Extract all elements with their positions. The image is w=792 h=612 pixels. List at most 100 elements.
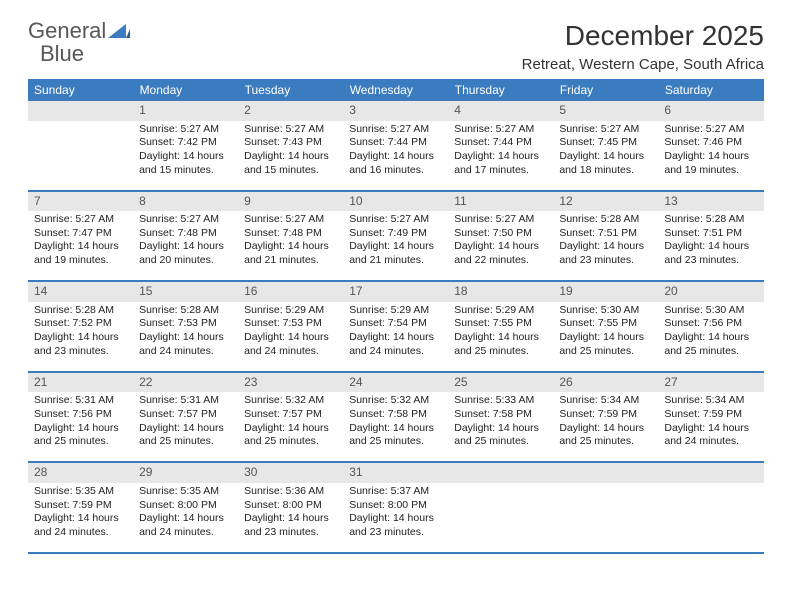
day-number-cell xyxy=(448,462,553,483)
day-content-cell: Sunrise: 5:31 AMSunset: 7:57 PMDaylight:… xyxy=(133,392,238,462)
day-info-line: Sunrise: 5:35 AM xyxy=(139,485,232,499)
day-info-line: Daylight: 14 hours xyxy=(139,150,232,164)
day-info-line: and 23 minutes. xyxy=(664,254,757,268)
day-content-cell: Sunrise: 5:35 AMSunset: 8:00 PMDaylight:… xyxy=(133,483,238,553)
day-info-line: Daylight: 14 hours xyxy=(244,150,337,164)
calendar-table: Sunday Monday Tuesday Wednesday Thursday… xyxy=(28,79,764,554)
month-title: December 2025 xyxy=(522,20,764,52)
day-number-cell: 18 xyxy=(448,281,553,302)
day-info-line: Sunrise: 5:29 AM xyxy=(349,304,442,318)
day-number-cell: 8 xyxy=(133,191,238,212)
day-content-cell xyxy=(448,483,553,553)
day-info-line: Sunrise: 5:30 AM xyxy=(664,304,757,318)
day-info-line: Sunset: 7:49 PM xyxy=(349,227,442,241)
day-info-line: Sunset: 7:48 PM xyxy=(139,227,232,241)
day-number-cell: 31 xyxy=(343,462,448,483)
logo-sail-icon xyxy=(108,24,130,38)
day-info-line: Sunset: 8:00 PM xyxy=(244,499,337,513)
day-info-line: Sunset: 7:44 PM xyxy=(349,136,442,150)
day-info-line: and 25 minutes. xyxy=(244,435,337,449)
day-info-line: Sunrise: 5:27 AM xyxy=(139,213,232,227)
day-info-line: Daylight: 14 hours xyxy=(139,331,232,345)
day-info-line: Daylight: 14 hours xyxy=(559,422,652,436)
day-content-cell: Sunrise: 5:28 AMSunset: 7:52 PMDaylight:… xyxy=(28,302,133,372)
day-content-cell: Sunrise: 5:33 AMSunset: 7:58 PMDaylight:… xyxy=(448,392,553,462)
day-content-cell: Sunrise: 5:29 AMSunset: 7:55 PMDaylight:… xyxy=(448,302,553,372)
day-content-cell: Sunrise: 5:28 AMSunset: 7:51 PMDaylight:… xyxy=(553,211,658,281)
day-info-line: and 25 minutes. xyxy=(454,345,547,359)
day-info-line: Sunrise: 5:27 AM xyxy=(559,123,652,137)
day-info-line: and 19 minutes. xyxy=(664,164,757,178)
day-number-cell: 10 xyxy=(343,191,448,212)
day-number-cell: 30 xyxy=(238,462,343,483)
day-info-line: and 24 minutes. xyxy=(34,526,127,540)
day-info-line: Sunrise: 5:27 AM xyxy=(454,123,547,137)
header-row: General Blue December 2025 Retreat, West… xyxy=(28,20,764,79)
day-content-cell: Sunrise: 5:28 AMSunset: 7:53 PMDaylight:… xyxy=(133,302,238,372)
calendar-body: 123456Sunrise: 5:27 AMSunset: 7:42 PMDay… xyxy=(28,101,764,553)
day-number-cell: 7 xyxy=(28,191,133,212)
day-content-cell: Sunrise: 5:27 AMSunset: 7:48 PMDaylight:… xyxy=(133,211,238,281)
day-content-cell xyxy=(658,483,763,553)
day-info-line: Sunrise: 5:35 AM xyxy=(34,485,127,499)
day-content-row: Sunrise: 5:27 AMSunset: 7:47 PMDaylight:… xyxy=(28,211,764,281)
day-info-line: and 25 minutes. xyxy=(349,435,442,449)
day-info-line: Daylight: 14 hours xyxy=(34,240,127,254)
day-info-line: Sunset: 7:51 PM xyxy=(559,227,652,241)
day-info-line: Sunset: 8:00 PM xyxy=(349,499,442,513)
day-info-line: and 25 minutes. xyxy=(664,345,757,359)
day-number-cell: 16 xyxy=(238,281,343,302)
day-info-line: Daylight: 14 hours xyxy=(139,512,232,526)
day-info-line: Sunrise: 5:28 AM xyxy=(34,304,127,318)
day-content-cell: Sunrise: 5:27 AMSunset: 7:48 PMDaylight:… xyxy=(238,211,343,281)
day-number-cell: 2 xyxy=(238,101,343,121)
day-info-line: Sunrise: 5:30 AM xyxy=(559,304,652,318)
day-info-line: and 23 minutes. xyxy=(34,345,127,359)
day-content-cell: Sunrise: 5:27 AMSunset: 7:50 PMDaylight:… xyxy=(448,211,553,281)
day-info-line: Daylight: 14 hours xyxy=(34,331,127,345)
day-number-cell: 29 xyxy=(133,462,238,483)
day-info-line: Sunrise: 5:28 AM xyxy=(139,304,232,318)
day-info-line: Sunrise: 5:27 AM xyxy=(244,123,337,137)
day-info-line: Daylight: 14 hours xyxy=(454,331,547,345)
day-info-line: and 21 minutes. xyxy=(349,254,442,268)
day-info-line: Daylight: 14 hours xyxy=(349,422,442,436)
day-info-line: Daylight: 14 hours xyxy=(664,240,757,254)
day-info-line: Sunrise: 5:34 AM xyxy=(559,394,652,408)
day-info-line: Sunset: 7:54 PM xyxy=(349,317,442,331)
weekday-header: Wednesday xyxy=(343,79,448,101)
day-info-line: Sunrise: 5:28 AM xyxy=(559,213,652,227)
day-info-line: Sunrise: 5:32 AM xyxy=(349,394,442,408)
day-info-line: Sunrise: 5:27 AM xyxy=(139,123,232,137)
day-number-cell: 5 xyxy=(553,101,658,121)
day-number-cell xyxy=(658,462,763,483)
day-content-cell: Sunrise: 5:30 AMSunset: 7:56 PMDaylight:… xyxy=(658,302,763,372)
day-info-line: Sunrise: 5:34 AM xyxy=(664,394,757,408)
day-info-line: Sunset: 7:50 PM xyxy=(454,227,547,241)
logo-text-wrap: General Blue xyxy=(28,20,130,66)
day-info-line: Sunset: 7:47 PM xyxy=(34,227,127,241)
day-info-line: and 24 minutes. xyxy=(139,526,232,540)
day-content-cell: Sunrise: 5:27 AMSunset: 7:43 PMDaylight:… xyxy=(238,121,343,191)
day-content-cell: Sunrise: 5:29 AMSunset: 7:54 PMDaylight:… xyxy=(343,302,448,372)
day-number-cell: 20 xyxy=(658,281,763,302)
day-number-cell: 25 xyxy=(448,372,553,393)
day-content-cell: Sunrise: 5:34 AMSunset: 7:59 PMDaylight:… xyxy=(553,392,658,462)
day-info-line: Daylight: 14 hours xyxy=(664,150,757,164)
day-info-line: Daylight: 14 hours xyxy=(34,512,127,526)
day-info-line: Sunrise: 5:31 AM xyxy=(34,394,127,408)
day-content-cell: Sunrise: 5:36 AMSunset: 8:00 PMDaylight:… xyxy=(238,483,343,553)
day-info-line: Sunrise: 5:28 AM xyxy=(664,213,757,227)
day-info-line: Sunset: 7:59 PM xyxy=(664,408,757,422)
day-info-line: Daylight: 14 hours xyxy=(664,331,757,345)
day-info-line: Sunrise: 5:27 AM xyxy=(349,123,442,137)
day-number-cell: 28 xyxy=(28,462,133,483)
day-info-line: and 25 minutes. xyxy=(139,435,232,449)
day-info-line: Daylight: 14 hours xyxy=(244,331,337,345)
day-content-cell: Sunrise: 5:28 AMSunset: 7:51 PMDaylight:… xyxy=(658,211,763,281)
day-info-line: Sunrise: 5:32 AM xyxy=(244,394,337,408)
day-info-line: Sunset: 7:58 PM xyxy=(349,408,442,422)
day-info-line: Sunset: 7:51 PM xyxy=(664,227,757,241)
day-info-line: Daylight: 14 hours xyxy=(244,240,337,254)
day-info-line: Daylight: 14 hours xyxy=(664,422,757,436)
